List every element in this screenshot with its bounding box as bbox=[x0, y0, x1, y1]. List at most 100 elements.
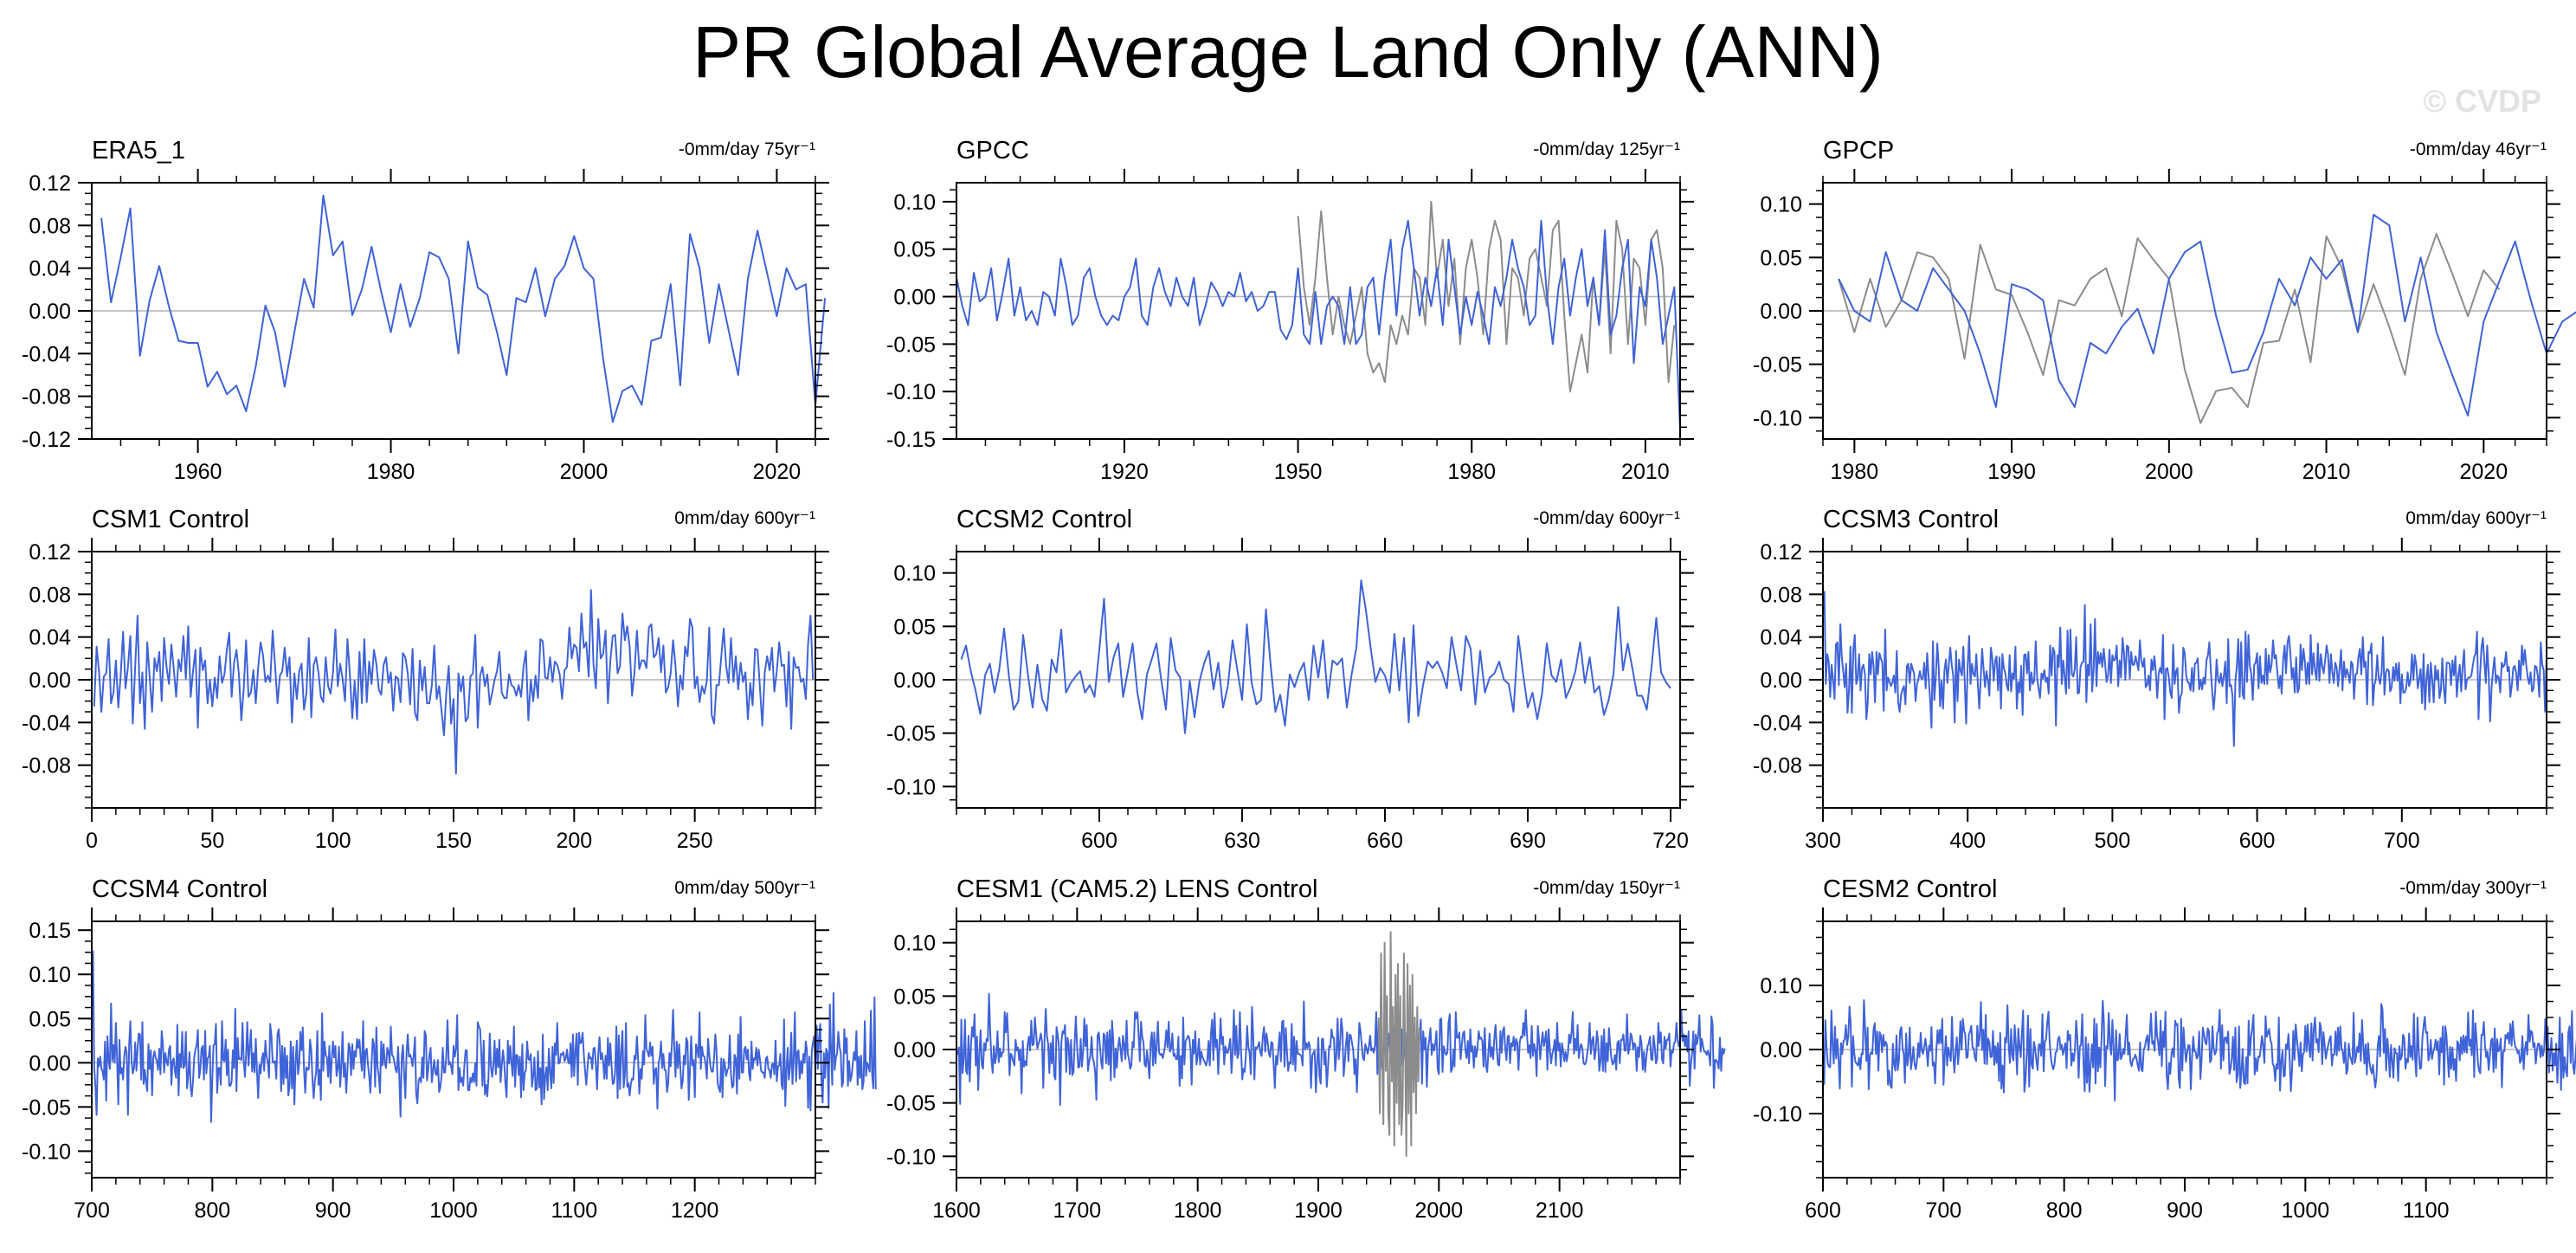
x-tick-label: 600 bbox=[1081, 829, 1117, 853]
panel-title: CCSM4 Control bbox=[92, 875, 267, 903]
y-tick-label: 0.05 bbox=[29, 1007, 71, 1031]
x-tick-label: 100 bbox=[315, 829, 351, 853]
y-tick-label: 0.10 bbox=[29, 963, 71, 987]
panel-title: CCSM3 Control bbox=[1823, 506, 1999, 533]
series-line-1 bbox=[93, 589, 815, 775]
panel-title: CSM1 Control bbox=[92, 506, 249, 533]
panel-2: 1920 1950 1980 2010 -0.15 -0.10 -0.05 0.00 0.05 0… bbox=[886, 137, 1694, 484]
y-tick-label: 0.00 bbox=[893, 286, 936, 310]
x-tick-label: 2000 bbox=[1415, 1198, 1464, 1223]
series-line-1 bbox=[1823, 999, 2576, 1102]
y-tick-label: -0.15 bbox=[886, 428, 936, 452]
panel-3: 1980 1990 2000 2010 2020 -0.10 -0.05 0.00 0.05 0.… bbox=[1753, 137, 2576, 484]
x-tick-label: 700 bbox=[2384, 829, 2420, 853]
y-tick-label: 0.00 bbox=[893, 1038, 936, 1062]
y-tick-label: 0.04 bbox=[29, 626, 71, 650]
panel-title: GPCC bbox=[956, 137, 1029, 165]
y-tick-label: -0.10 bbox=[886, 775, 936, 799]
y-tick-label: 0.05 bbox=[893, 985, 936, 1009]
y-tick-label: -0.10 bbox=[1753, 406, 1802, 430]
y-tick-label: 0.05 bbox=[1760, 246, 1802, 270]
y-tick-label: -0.10 bbox=[886, 380, 936, 404]
series-line-1 bbox=[956, 992, 1726, 1107]
x-tick-label: 600 bbox=[1805, 1198, 1841, 1223]
y-tick-label: 0.12 bbox=[1760, 540, 1802, 565]
y-tick-label: 0.00 bbox=[1760, 300, 1802, 324]
x-tick-label: 800 bbox=[194, 1198, 230, 1223]
x-tick-label: 2020 bbox=[753, 460, 802, 484]
page-title: PR Global Average Land Only (ANN) bbox=[692, 11, 1884, 93]
panel-title: ERA5_1 bbox=[92, 137, 185, 165]
series-line-2 bbox=[956, 219, 1681, 430]
plot-frame bbox=[956, 182, 1681, 440]
x-tick-label: 900 bbox=[2167, 1198, 2203, 1223]
y-tick-label: 0.12 bbox=[29, 540, 71, 565]
x-tick-label: 1960 bbox=[174, 460, 222, 484]
x-tick-label: 1900 bbox=[1294, 1198, 1343, 1223]
x-tick-label: 690 bbox=[1510, 829, 1546, 853]
x-tick-label: 2020 bbox=[2459, 460, 2508, 484]
x-tick-label: 660 bbox=[1367, 829, 1403, 853]
panel-trend-label: -0mm/day 600yr⁻¹ bbox=[1533, 508, 1680, 528]
y-tick-label: 0.00 bbox=[1760, 668, 1802, 693]
x-tick-label: 1200 bbox=[671, 1198, 719, 1223]
y-tick-label: 0.00 bbox=[1760, 1038, 1802, 1062]
y-tick-label: 0.00 bbox=[29, 1051, 71, 1075]
y-tick-label: -0.05 bbox=[886, 722, 936, 746]
x-tick-label: 50 bbox=[200, 829, 224, 853]
panel-trend-label: -0mm/day 150yr⁻¹ bbox=[1533, 878, 1680, 898]
x-tick-label: 200 bbox=[556, 829, 592, 853]
y-tick-label: 0.08 bbox=[29, 583, 71, 607]
y-tick-label: -0.05 bbox=[886, 1092, 936, 1116]
panel-title: CCSM2 Control bbox=[956, 506, 1132, 533]
x-tick-label: 1000 bbox=[2282, 1198, 2330, 1223]
y-tick-label: 0.15 bbox=[29, 919, 71, 943]
x-tick-label: 700 bbox=[74, 1198, 110, 1223]
y-tick-label: 0.10 bbox=[893, 191, 936, 215]
y-tick-label: 0.10 bbox=[1760, 974, 1802, 998]
panel-trend-label: -0mm/day 125yr⁻¹ bbox=[1533, 139, 1680, 159]
y-tick-label: 0.00 bbox=[29, 668, 71, 693]
y-tick-label: -0.08 bbox=[22, 385, 71, 410]
panel-title: CESM1 (CAM5.2) LENS Control bbox=[956, 875, 1317, 903]
x-tick-label: 1100 bbox=[551, 1198, 597, 1223]
y-tick-label: -0.10 bbox=[1753, 1102, 1802, 1127]
x-tick-label: 900 bbox=[315, 1198, 351, 1223]
y-tick-label: -0.12 bbox=[22, 428, 71, 452]
panel-7: 700 800 900 1000 1100 1200 -0.10 -0.05 0.00 0.05 0… bbox=[22, 875, 877, 1223]
x-tick-label: 720 bbox=[1652, 829, 1689, 853]
y-tick-label: 0.10 bbox=[893, 932, 936, 956]
x-tick-label: 1980 bbox=[1447, 460, 1496, 484]
y-tick-label: 0.05 bbox=[893, 238, 936, 262]
series-line-1 bbox=[1823, 591, 2547, 747]
panel-1: 1960 1980 2000 2020 -0.12 -0.08 -0.04 0.00 0.04 0… bbox=[22, 137, 829, 484]
panel-trend-label: 0mm/day 500yr⁻¹ bbox=[674, 878, 815, 898]
x-tick-label: 2000 bbox=[560, 460, 609, 484]
y-tick-label: -0.05 bbox=[22, 1095, 71, 1120]
x-tick-label: 2100 bbox=[1536, 1198, 1584, 1223]
x-tick-label: 2010 bbox=[2302, 460, 2351, 484]
x-tick-label: 1800 bbox=[1174, 1198, 1222, 1223]
x-tick-label: 500 bbox=[2095, 829, 2131, 853]
x-tick-label: 1600 bbox=[932, 1198, 981, 1223]
x-tick-label: 400 bbox=[1949, 829, 1986, 853]
panel-trend-label: 0mm/day 600yr⁻¹ bbox=[674, 508, 815, 528]
x-tick-label: 1980 bbox=[367, 460, 415, 484]
panel-trend-label: -0mm/day 300yr⁻¹ bbox=[2399, 878, 2547, 898]
x-tick-label: 150 bbox=[435, 829, 472, 853]
y-tick-label: -0.05 bbox=[1753, 353, 1802, 378]
y-tick-label: -0.08 bbox=[1753, 754, 1802, 778]
y-tick-label: 0.10 bbox=[1760, 193, 1802, 217]
series-line-2 bbox=[1377, 931, 1420, 1158]
panel-title: GPCP bbox=[1823, 137, 1894, 165]
y-tick-label: 0.04 bbox=[29, 257, 71, 281]
y-tick-label: 0.05 bbox=[893, 615, 936, 639]
x-tick-label: 1700 bbox=[1053, 1198, 1102, 1223]
x-tick-label: 1000 bbox=[429, 1198, 478, 1223]
panel-trend-label: -0mm/day 75yr⁻¹ bbox=[679, 139, 815, 159]
x-tick-label: 250 bbox=[677, 829, 713, 853]
x-tick-label: 300 bbox=[1805, 829, 1841, 853]
x-tick-label: 1990 bbox=[1987, 460, 2036, 484]
x-tick-label: 2010 bbox=[1621, 460, 1670, 484]
